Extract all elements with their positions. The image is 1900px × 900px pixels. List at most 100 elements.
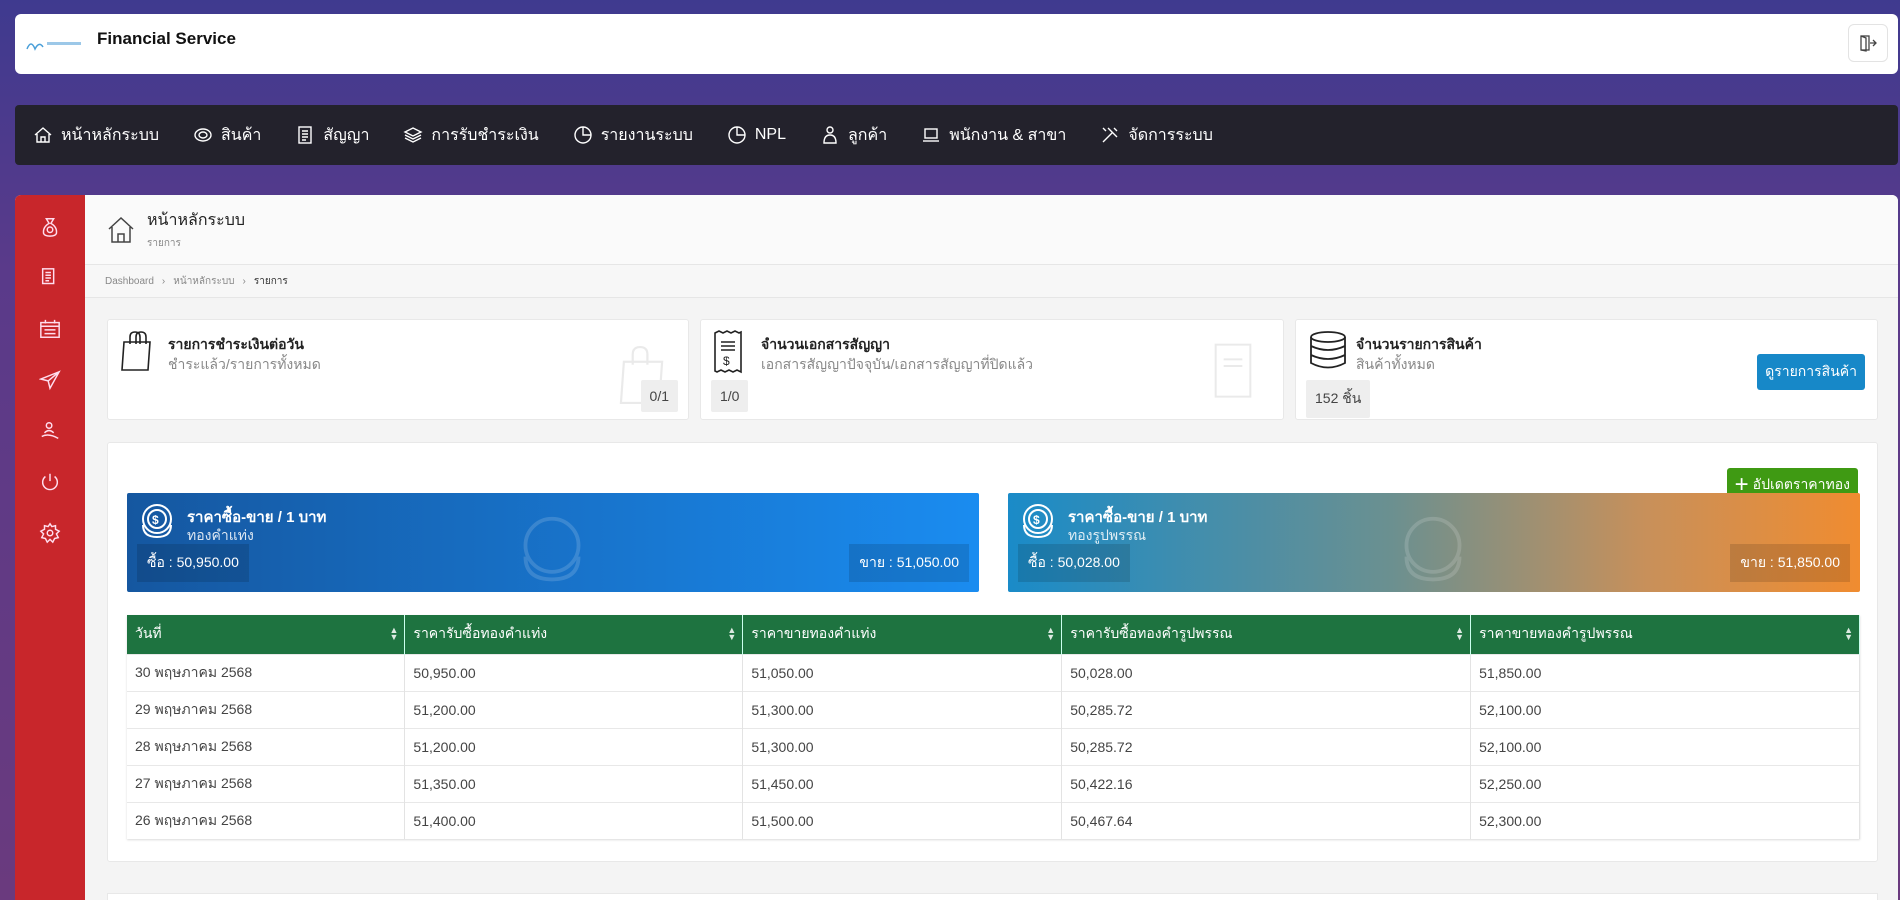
logout-icon bbox=[1860, 35, 1877, 52]
sidebar bbox=[15, 195, 85, 900]
table-cell: 51,450.00 bbox=[742, 764, 1063, 802]
column-header[interactable]: ราคาขายทองคำแท่ง ▲ ▼ bbox=[742, 615, 1063, 654]
table-cell: 51,200.00 bbox=[404, 727, 744, 765]
gold-ornament-price-card: $ ราคาซื้อ-ขาย / 1 บาท ทองรูปพรรณ ซื้อ :… bbox=[1008, 493, 1860, 592]
column-header-label: ราคารับซื้อทองคำรูปพรรณ bbox=[1070, 625, 1233, 642]
document-icon bbox=[41, 268, 55, 285]
nav-item-5[interactable]: NPL bbox=[727, 125, 786, 145]
sidebar-item-paper-plane[interactable] bbox=[38, 368, 62, 392]
column-header[interactable]: ราคารับซื้อทองคำแท่ง ▲ ▼ bbox=[404, 615, 744, 654]
nav-item-4[interactable]: รายงานระบบ bbox=[573, 123, 693, 148]
table-cell: 51,400.00 bbox=[404, 801, 744, 839]
sidebar-item-gear[interactable] bbox=[38, 521, 62, 545]
shopping-bag-icon bbox=[121, 331, 151, 371]
sidebar-item-calendar[interactable] bbox=[38, 317, 62, 341]
column-header-label: ราคาขายทองคำรูปพรรณ bbox=[1479, 625, 1633, 642]
table-cell: 52,100.00 bbox=[1470, 690, 1860, 728]
power-icon bbox=[41, 473, 59, 491]
money-bag-icon bbox=[42, 218, 58, 237]
database-icon bbox=[1310, 331, 1346, 369]
table-cell: 26 พฤษภาคม 2568 bbox=[127, 801, 406, 839]
page-title: หน้าหลักระบบ bbox=[147, 212, 246, 229]
layers-icon bbox=[403, 127, 423, 143]
nav-item-8[interactable]: จัดการระบบ bbox=[1100, 123, 1213, 148]
tools-icon bbox=[1102, 127, 1118, 143]
home-icon bbox=[34, 127, 52, 143]
buy-price: ซื้อ : 50,028.00 bbox=[1018, 544, 1130, 582]
table-cell: 52,300.00 bbox=[1470, 801, 1860, 839]
table-row: 30 พฤษภาคม 2568 50,950.00 51,050.00 50,028.… bbox=[127, 653, 1860, 691]
table-cell: 50,285.72 bbox=[1061, 690, 1472, 728]
page-header: หน้าหลักระบบ รายการ bbox=[85, 195, 1898, 265]
home-icon bbox=[108, 216, 134, 243]
breadcrumb-dashboard[interactable]: Dashboard bbox=[105, 275, 154, 287]
table-cell: 51,200.00 bbox=[404, 690, 744, 728]
sort-icon: ▲ ▼ bbox=[1046, 625, 1056, 642]
sort-icon: ▲ ▼ bbox=[1455, 625, 1465, 642]
paper-plane-icon bbox=[39, 370, 61, 391]
app-title: Financial Service bbox=[97, 29, 236, 48]
sort-icon: ▲ ▼ bbox=[1844, 625, 1853, 642]
page-subtitle: รายการ bbox=[147, 238, 181, 249]
sell-price: ขาย : 51,850.00 bbox=[1730, 544, 1850, 582]
logout-button[interactable] bbox=[1848, 24, 1888, 62]
nav-item-6[interactable]: ลูกค้า bbox=[820, 123, 887, 148]
column-header[interactable]: ราคารับซื้อทองคำรูปพรรณ ▲ ▼ bbox=[1061, 615, 1472, 654]
card-title: ราคาซื้อ-ขาย / 1 บาท bbox=[1068, 509, 1208, 526]
nav-item-label: พนักงาน & สาขา bbox=[949, 126, 1067, 144]
column-header-label: ราคาขายทองคำแท่ง bbox=[751, 625, 877, 642]
table-row: 26 พฤษภาคม 2568 51,400.00 51,500.00 50,467.… bbox=[127, 801, 1860, 839]
pie-chart-icon bbox=[573, 126, 592, 144]
content: หน้าหลักระบบ รายการ Dashboard › หน้าหลักร… bbox=[85, 195, 1898, 900]
nav-item-7[interactable]: พนักงาน & สาขา bbox=[921, 123, 1066, 148]
sidebar-item-document[interactable] bbox=[38, 266, 62, 290]
svg-text:$: $ bbox=[152, 513, 159, 527]
stat-subtitle: เอกสารสัญญาปัจจุบัน/เอกสารสัญญาที่ปิดแล้… bbox=[761, 356, 1034, 372]
table-cell: 52,100.00 bbox=[1470, 727, 1860, 765]
table-cell: 29 พฤษภาคม 2568 bbox=[127, 690, 406, 728]
table-cell: 51,500.00 bbox=[742, 801, 1063, 839]
plus-icon: + bbox=[1734, 470, 1749, 498]
nav-item-label: รายงานระบบ bbox=[600, 126, 693, 144]
table-cell: 51,300.00 bbox=[742, 727, 1063, 765]
nav-item-2[interactable]: สัญญา bbox=[295, 123, 369, 148]
gold-bar-price-card: $ ราคาซื้อ-ขาย / 1 บาท ทองคำแท่ง ซื้อ : … bbox=[127, 493, 979, 592]
sidebar-item-hand-user[interactable] bbox=[38, 419, 62, 443]
stat-title: จำนวนรายการสินค้า bbox=[1356, 336, 1482, 352]
table-cell: 27 พฤษภาคม 2568 bbox=[127, 764, 406, 802]
table-row: 28 พฤษภาคม 2568 51,200.00 51,300.00 50,285.… bbox=[127, 727, 1860, 765]
nav-item-1[interactable]: สินค้า bbox=[193, 123, 261, 148]
logo bbox=[25, 37, 85, 51]
sidebar-item-power[interactable] bbox=[38, 470, 62, 494]
table-cell: 51,350.00 bbox=[404, 764, 744, 802]
coin-stack-icon bbox=[523, 516, 581, 582]
sidebar-item-money-bag[interactable] bbox=[38, 215, 62, 239]
document-icon bbox=[298, 126, 313, 144]
table-cell: 51,300.00 bbox=[742, 690, 1063, 728]
breadcrumb-current: รายการ bbox=[253, 275, 288, 287]
pie-chart-icon bbox=[728, 126, 746, 144]
nav-item-0[interactable]: หน้าหลักระบบ bbox=[33, 123, 159, 148]
coin-stack-icon: $ bbox=[142, 504, 172, 539]
stat-title: รายการชำระเงินต่อวัน bbox=[168, 336, 304, 352]
column-header[interactable]: วันที่ ▲ ▼ bbox=[127, 615, 406, 654]
top-bar: Financial Service bbox=[15, 14, 1898, 74]
stat-subtitle: สินค้าทั้งหมด bbox=[1356, 356, 1435, 372]
view-products-button[interactable]: ดูรายการสินค้า bbox=[1757, 354, 1865, 390]
nav-item-label: สินค้า bbox=[221, 126, 262, 144]
table-cell: 50,285.72 bbox=[1061, 727, 1472, 765]
column-header-label: ราคารับซื้อทองคำแท่ง bbox=[413, 625, 548, 642]
sell-price: ขาย : 51,050.00 bbox=[849, 544, 969, 582]
table-cell: 52,250.00 bbox=[1470, 764, 1860, 802]
nav-item-label: จัดการระบบ bbox=[1128, 126, 1213, 144]
table-row: 29 พฤษภาคม 2568 51,200.00 51,300.00 50,285.… bbox=[127, 690, 1860, 728]
table-cell: 50,422.16 bbox=[1061, 764, 1472, 802]
nav-item-3[interactable]: การรับชำระเงิน bbox=[403, 123, 539, 148]
nav-item-label: การรับชำระเงิน bbox=[431, 126, 539, 144]
breadcrumb-home[interactable]: หน้าหลักระบบ bbox=[173, 275, 235, 287]
coin-stack-icon: $ bbox=[1023, 504, 1053, 539]
column-header[interactable]: ราคาขายทองคำรูปพรรณ ▲ ▼ bbox=[1470, 615, 1860, 654]
buy-price: ซื้อ : 50,950.00 bbox=[137, 544, 249, 582]
card-title: ราคาซื้อ-ขาย / 1 บาท bbox=[187, 509, 327, 526]
breadcrumb: Dashboard › หน้าหลักระบบ › รายการ bbox=[85, 265, 1898, 298]
